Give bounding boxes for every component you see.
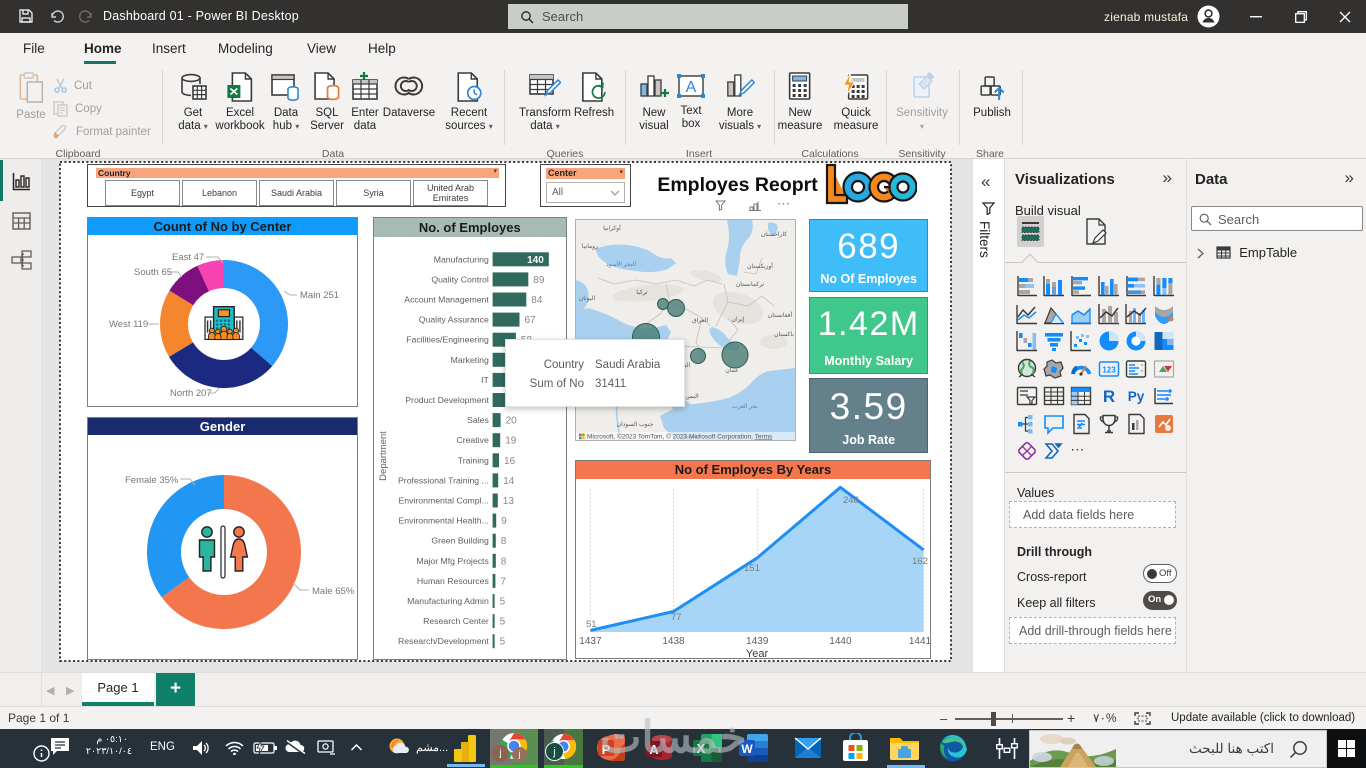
svg-text:1440: 1440 <box>829 636 852 647</box>
svg-text:8: 8 <box>501 536 507 547</box>
svg-text:رومانيا: رومانيا <box>582 243 598 250</box>
svg-text:Year: Year <box>746 648 769 658</box>
svg-text:1437: 1437 <box>579 636 602 647</box>
svg-text:Facilities/Engineering: Facilities/Engineering <box>406 334 489 344</box>
svg-text:140: 140 <box>527 254 544 265</box>
svg-text:Manufacturing Admin: Manufacturing Admin <box>407 596 489 606</box>
svg-text:Product Development: Product Development <box>405 395 489 405</box>
svg-text:Main 251: Main 251 <box>300 290 339 301</box>
svg-text:5: 5 <box>499 596 505 607</box>
svg-text:Account Management: Account Management <box>404 294 489 304</box>
svg-text:تركمانستان: تركمانستان <box>736 281 765 288</box>
svg-text:20: 20 <box>505 415 517 426</box>
svg-text:عمان: عمان <box>725 367 738 374</box>
svg-text:16: 16 <box>504 455 516 466</box>
svg-text:Research/Development: Research/Development <box>398 636 489 646</box>
svg-text:A: A <box>649 742 659 757</box>
svg-text:تركيا: تركيا <box>636 289 648 296</box>
svg-text:West 119: West 119 <box>109 319 148 330</box>
svg-text:5: 5 <box>499 636 505 647</box>
svg-text:South 65: South 65 <box>134 267 172 278</box>
svg-text:Creative: Creative <box>456 435 489 445</box>
svg-text:151: 151 <box>744 563 760 574</box>
svg-text:Male 65%: Male 65% <box>312 586 355 597</box>
svg-text:84: 84 <box>531 295 543 306</box>
svg-text:Human Resources: Human Resources <box>417 575 490 585</box>
svg-text:Research Center: Research Center <box>423 616 489 626</box>
svg-text:Sales: Sales <box>467 415 489 425</box>
svg-text:X: X <box>697 741 706 756</box>
svg-text:Green Building: Green Building <box>431 535 489 545</box>
svg-text:North 207: North 207 <box>170 388 212 399</box>
svg-text:13: 13 <box>503 496 515 507</box>
svg-text:P: P <box>602 742 611 757</box>
svg-text:Major Mfg Projects: Major Mfg Projects <box>416 555 489 565</box>
svg-text:123: 123 <box>1102 365 1116 374</box>
svg-text:جنوب السودان: جنوب السودان <box>617 421 654 428</box>
svg-text:19: 19 <box>505 435 517 446</box>
svg-text:اليمن: اليمن <box>685 393 699 400</box>
svg-text:العراق: العراق <box>692 317 708 324</box>
svg-text:A: A <box>686 79 697 96</box>
svg-text:باكستان: باكستان <box>774 331 794 338</box>
svg-text:East 47: East 47 <box>172 252 204 263</box>
svg-text:Female 35%: Female 35% <box>125 475 179 486</box>
svg-text:Microsoft, ©2023 TomTom, © 202: Microsoft, ©2023 TomTom, © 2023 Microsof… <box>587 433 773 441</box>
svg-text:51: 51 <box>586 619 597 630</box>
svg-text:Department: Department <box>378 430 389 480</box>
svg-text:Quality Assurance: Quality Assurance <box>419 314 489 324</box>
svg-text:إيران: إيران <box>732 316 745 323</box>
svg-text:7: 7 <box>500 576 506 587</box>
svg-text:Professional Training ...: Professional Training ... <box>398 475 489 485</box>
svg-text:Quality Control: Quality Control <box>431 274 489 284</box>
svg-text:89: 89 <box>533 274 545 285</box>
svg-text:كازاخستان: كازاخستان <box>761 231 787 238</box>
svg-text:اليونان: اليونان <box>579 295 596 302</box>
svg-text:77: 77 <box>671 612 682 623</box>
svg-text:14: 14 <box>503 475 515 486</box>
svg-text:248: 248 <box>843 495 859 506</box>
svg-text:R: R <box>1103 387 1115 406</box>
svg-text:Training: Training <box>458 455 489 465</box>
svg-text:Environmental Health...: Environmental Health... <box>398 515 488 525</box>
svg-text:67: 67 <box>524 315 536 326</box>
svg-text:Py: Py <box>1128 389 1145 404</box>
svg-text:Manufacturing: Manufacturing <box>434 254 489 264</box>
svg-text:IT: IT <box>481 374 489 384</box>
svg-text:5: 5 <box>499 616 505 627</box>
svg-text:Marketing: Marketing <box>450 354 488 364</box>
svg-text:Environmental Compl...: Environmental Compl... <box>398 495 488 505</box>
svg-text:8: 8 <box>501 556 507 567</box>
svg-text:W: W <box>741 742 753 756</box>
svg-text:162: 162 <box>912 556 928 567</box>
svg-text:1439: 1439 <box>746 636 769 647</box>
svg-text:1438: 1438 <box>662 636 685 647</box>
svg-text:بحر العرب: بحر العرب <box>732 403 758 410</box>
svg-text:9: 9 <box>501 516 507 527</box>
svg-text:1441: 1441 <box>909 636 930 647</box>
